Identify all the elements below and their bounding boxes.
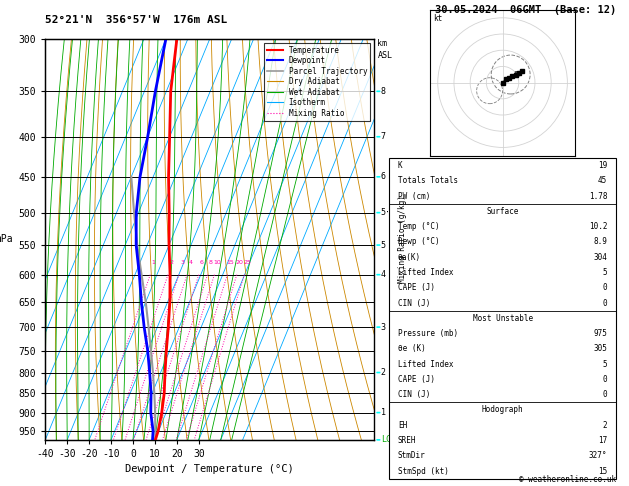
Text: Most Unstable: Most Unstable [472, 314, 533, 323]
Text: Lifted Index: Lifted Index [398, 360, 454, 369]
Text: 15: 15 [598, 467, 608, 476]
Text: 1: 1 [381, 408, 386, 417]
Text: Hodograph: Hodograph [482, 405, 523, 415]
X-axis label: Dewpoint / Temperature (°C): Dewpoint / Temperature (°C) [125, 465, 294, 474]
Text: 2: 2 [603, 421, 608, 430]
Text: Temp (°C): Temp (°C) [398, 222, 440, 231]
Text: CIN (J): CIN (J) [398, 390, 430, 399]
Text: 3: 3 [381, 323, 386, 331]
Text: 10: 10 [214, 260, 221, 265]
Text: 10.2: 10.2 [589, 222, 608, 231]
Text: kt: kt [433, 14, 442, 23]
Text: Surface: Surface [486, 207, 519, 216]
Text: θe (K): θe (K) [398, 345, 426, 353]
Text: hPa: hPa [0, 234, 13, 244]
Text: 5: 5 [603, 268, 608, 277]
Text: StmDir: StmDir [398, 451, 426, 460]
Text: 30.05.2024  06GMT  (Base: 12): 30.05.2024 06GMT (Base: 12) [435, 5, 616, 15]
Text: 52°21'N  356°57'W  176m ASL: 52°21'N 356°57'W 176m ASL [45, 15, 228, 25]
Text: 975: 975 [593, 329, 608, 338]
Text: 8: 8 [209, 260, 213, 265]
Text: km: km [377, 39, 387, 48]
Text: 4: 4 [381, 270, 386, 279]
Text: © weatheronline.co.uk: © weatheronline.co.uk [520, 474, 616, 484]
Text: 5: 5 [381, 241, 386, 250]
Text: CAPE (J): CAPE (J) [398, 375, 435, 384]
Text: CAPE (J): CAPE (J) [398, 283, 435, 292]
Text: 25: 25 [243, 260, 251, 265]
Text: K: K [398, 161, 403, 170]
Text: Dewp (°C): Dewp (°C) [398, 238, 440, 246]
Text: LCL: LCL [381, 435, 396, 444]
Text: 4: 4 [188, 260, 192, 265]
Text: 20: 20 [236, 260, 244, 265]
Text: 1.78: 1.78 [589, 191, 608, 201]
Text: 45: 45 [598, 176, 608, 185]
Text: 0: 0 [603, 390, 608, 399]
Text: 305: 305 [593, 345, 608, 353]
Text: StmSpd (kt): StmSpd (kt) [398, 467, 448, 476]
Text: 2: 2 [169, 260, 173, 265]
Text: 8.9: 8.9 [593, 238, 608, 246]
Text: 2: 2 [381, 368, 386, 377]
Text: 8: 8 [381, 87, 386, 96]
Text: CIN (J): CIN (J) [398, 298, 430, 308]
Text: 19: 19 [598, 161, 608, 170]
Text: 304: 304 [593, 253, 608, 262]
Text: 327°: 327° [589, 451, 608, 460]
Text: 15: 15 [226, 260, 234, 265]
Text: 6: 6 [200, 260, 204, 265]
Text: Mixing Ratio (g/kg): Mixing Ratio (g/kg) [398, 195, 407, 283]
Text: Lifted Index: Lifted Index [398, 268, 454, 277]
Text: 6: 6 [381, 173, 386, 181]
Text: 5·5: 5·5 [381, 208, 396, 217]
Text: 7: 7 [381, 132, 386, 141]
Text: 17: 17 [598, 436, 608, 445]
Text: 1: 1 [152, 260, 155, 265]
Text: 0: 0 [603, 283, 608, 292]
Text: Pressure (mb): Pressure (mb) [398, 329, 458, 338]
Legend: Temperature, Dewpoint, Parcel Trajectory, Dry Adiabat, Wet Adiabat, Isotherm, Mi: Temperature, Dewpoint, Parcel Trajectory… [264, 43, 370, 121]
Text: PW (cm): PW (cm) [398, 191, 430, 201]
Text: ASL: ASL [377, 51, 392, 60]
Text: 0: 0 [603, 298, 608, 308]
Text: Totals Totals: Totals Totals [398, 176, 458, 185]
Text: SREH: SREH [398, 436, 416, 445]
Text: 5: 5 [603, 360, 608, 369]
Text: 0: 0 [603, 375, 608, 384]
Text: θe(K): θe(K) [398, 253, 421, 262]
Text: EH: EH [398, 421, 407, 430]
Text: 3: 3 [180, 260, 184, 265]
